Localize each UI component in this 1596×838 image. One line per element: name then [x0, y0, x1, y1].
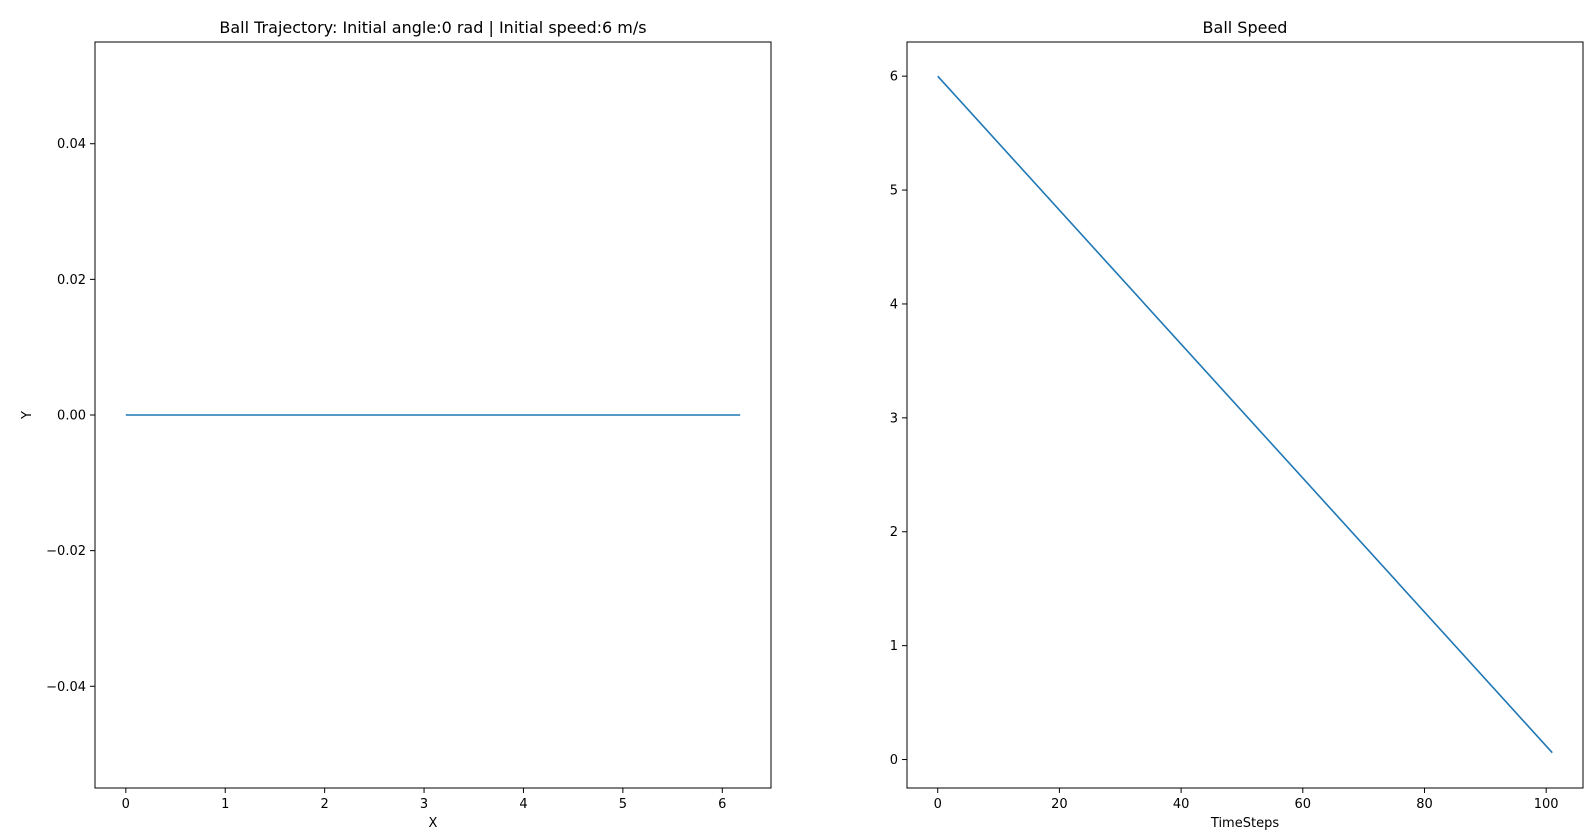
- trajectory-y-axis-label: Y: [20, 411, 35, 420]
- trajectory-x-tick-label: 1: [221, 797, 229, 812]
- speed-y-tick-label: 1: [890, 639, 898, 654]
- trajectory-y-tick-label: −0.02: [46, 544, 86, 559]
- trajectory-y-tick-label: 0.02: [57, 273, 86, 288]
- speed-y-tick-label: 4: [890, 297, 898, 312]
- trajectory-y-tick-label: 0.04: [57, 137, 86, 152]
- trajectory-x-tick-label: 5: [619, 797, 627, 812]
- trajectory-x-tick-label: 4: [519, 797, 527, 812]
- speed-x-tick-label: 100: [1534, 797, 1559, 812]
- speed-title: Ball Speed: [1203, 18, 1288, 37]
- speed-x-tick-label: 20: [1051, 797, 1068, 812]
- trajectory-y-tick-label: 0.00: [57, 409, 86, 424]
- speed-chart: Ball Speed 0 20 40 60 80 100 0 1 2 3 4 5 6 TimeSteps: [890, 18, 1584, 831]
- speed-y-tick-label: 2: [890, 525, 898, 540]
- trajectory-title: Ball Trajectory: Initial angle:0 rad | I…: [219, 18, 646, 37]
- speed-y-tick-label: 0: [890, 753, 898, 768]
- trajectory-x-axis-label: X: [429, 816, 438, 831]
- speed-y-tick-label: 3: [890, 411, 898, 426]
- speed-plot-frame: [906, 41, 1584, 789]
- speed-y-tick-label: 6: [890, 70, 898, 85]
- speed-x-axis-label: TimeSteps: [1210, 816, 1279, 831]
- trajectory-y-tick-label: −0.04: [46, 680, 86, 695]
- trajectory-x-tick-label: 2: [321, 797, 329, 812]
- trajectory-x-tick-label: 3: [420, 797, 428, 812]
- speed-x-tick-label: 60: [1295, 797, 1312, 812]
- speed-series-line-0: [937, 75, 1553, 754]
- trajectory-chart: Ball Trajectory: Initial angle:0 rad | I…: [20, 18, 772, 831]
- speed-x-tick-label: 0: [934, 797, 942, 812]
- speed-y-tick-label: 5: [890, 184, 898, 199]
- trajectory-x-tick-label: 0: [122, 797, 130, 812]
- speed-x-tick-label: 80: [1416, 797, 1433, 812]
- trajectory-x-tick-label: 6: [718, 797, 726, 812]
- speed-x-tick-label: 40: [1173, 797, 1190, 812]
